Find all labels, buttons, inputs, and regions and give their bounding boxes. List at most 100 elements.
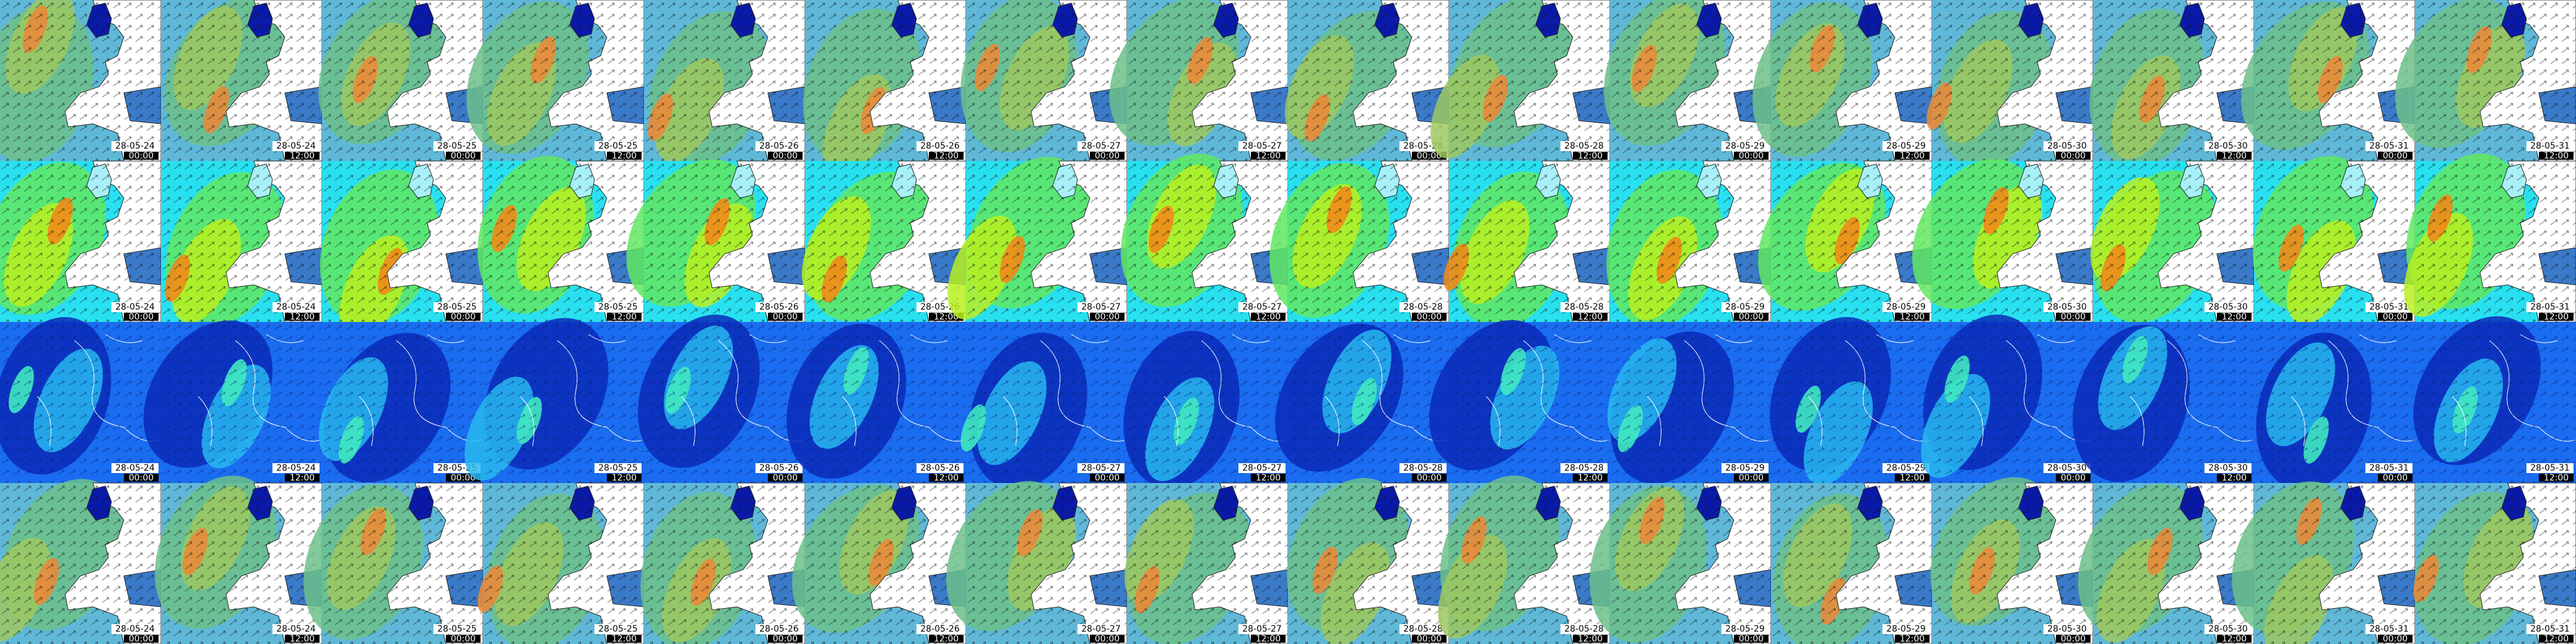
wind-arrows (2254, 483, 2415, 644)
date-label: 28-05-29 (1725, 624, 1765, 634)
time-box (2056, 313, 2091, 321)
date-label: 28-05-31 (2530, 302, 2570, 312)
wind-arrows (322, 161, 483, 322)
wind-arrows (2254, 161, 2415, 322)
time-box (1895, 474, 1930, 482)
date-label: 28-05-31 (2369, 463, 2409, 473)
wind-arrows (2093, 0, 2254, 161)
date-box (1560, 302, 1608, 312)
time-label: 12:00 (2544, 473, 2569, 483)
date-label: 28-05-30 (2047, 141, 2087, 151)
time-label: 00:00 (1739, 473, 1764, 483)
date-label: 28-05-24 (276, 141, 316, 151)
time-label: 00:00 (1417, 312, 1442, 322)
time-label: 12:00 (1578, 634, 1603, 644)
date-box (755, 463, 803, 473)
wind-arrows (1932, 483, 2093, 644)
date-box (2526, 141, 2574, 151)
wind-arrows (1127, 322, 1288, 483)
wind-arrows (1610, 322, 1771, 483)
time-box (1573, 313, 1608, 321)
time-box (929, 635, 964, 643)
wind-arrows (805, 322, 966, 483)
time-box (124, 635, 159, 643)
wind-arrows (644, 0, 805, 161)
time-box (446, 152, 481, 160)
time-box (2378, 474, 2413, 482)
time-label: 00:00 (2383, 473, 2408, 483)
date-label: 28-05-26 (759, 302, 799, 312)
date-box (433, 302, 481, 312)
wind-arrows (2415, 322, 2576, 483)
date-label: 28-05-25 (437, 302, 477, 312)
wind-arrows (322, 322, 483, 483)
wind-arrows (1288, 322, 1449, 483)
time-box (1412, 474, 1447, 482)
date-label: 28-05-29 (1886, 624, 1926, 634)
date-label: 28-05-27 (1242, 624, 1282, 634)
wind-arrows (2254, 322, 2415, 483)
date-box (2526, 624, 2574, 634)
wind-arrows (1932, 322, 2093, 483)
date-label: 28-05-25 (598, 624, 638, 634)
date-label: 28-05-27 (1242, 302, 1282, 312)
time-box (2378, 152, 2413, 160)
time-box (929, 152, 964, 160)
date-box (1399, 302, 1447, 312)
wind-arrows (644, 161, 805, 322)
time-label: 00:00 (1095, 151, 1120, 161)
date-box (2526, 463, 2574, 473)
time-label: 12:00 (1256, 312, 1281, 322)
date-box (916, 141, 964, 151)
wind-arrows (322, 0, 483, 161)
time-box (1895, 635, 1930, 643)
date-box (1721, 463, 1769, 473)
date-box (2204, 302, 2252, 312)
time-box (1251, 474, 1286, 482)
wind-arrows (2093, 483, 2254, 644)
time-box (1573, 474, 1608, 482)
wind-arrows (0, 161, 161, 322)
wind-arrows (1932, 0, 2093, 161)
date-box (111, 463, 159, 473)
time-label: 12:00 (2222, 151, 2247, 161)
wind-arrows (1771, 483, 1932, 644)
date-label: 28-05-26 (759, 141, 799, 151)
wind-arrows (966, 161, 1127, 322)
time-box (2056, 152, 2091, 160)
wind-arrows (161, 161, 322, 322)
time-label: 12:00 (1578, 151, 1603, 161)
time-label: 00:00 (2061, 312, 2086, 322)
wind-arrows (805, 161, 966, 322)
date-label: 28-05-28 (1403, 302, 1443, 312)
date-label: 28-05-28 (1564, 141, 1604, 151)
date-box (272, 463, 320, 473)
wind-arrows (161, 0, 322, 161)
time-box (1895, 152, 1930, 160)
wind-arrows (161, 483, 322, 644)
date-label: 28-05-24 (276, 624, 316, 634)
date-box (1882, 624, 1930, 634)
time-label: 12:00 (612, 312, 637, 322)
time-label: 12:00 (1578, 473, 1603, 483)
time-label: 00:00 (773, 312, 798, 322)
wind-arrows (483, 161, 644, 322)
date-label: 28-05-31 (2530, 141, 2570, 151)
time-label: 12:00 (934, 473, 959, 483)
time-label: 12:00 (1900, 473, 1925, 483)
date-box (272, 624, 320, 634)
